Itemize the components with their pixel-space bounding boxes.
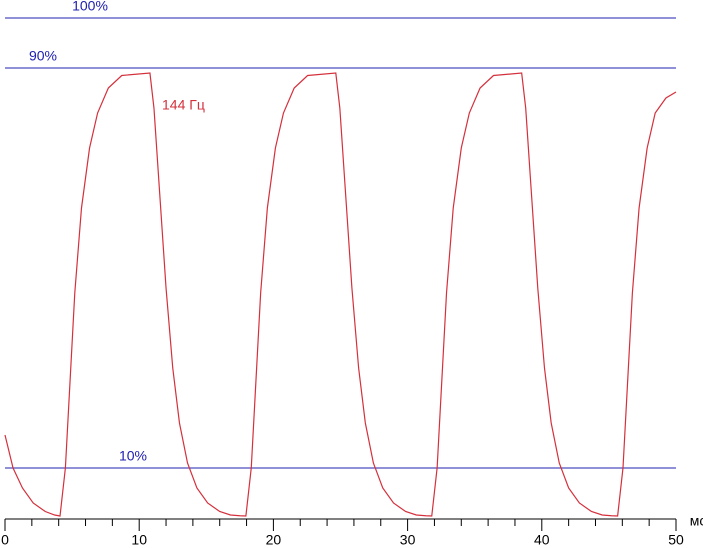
- x-tick-label: 0: [1, 532, 9, 548]
- series-label: 144 Гц: [162, 97, 205, 113]
- reference-label: 100%: [72, 0, 108, 14]
- series-line: [4, 72, 677, 517]
- reference-label: 90%: [29, 48, 57, 64]
- x-tick-label: 40: [534, 532, 550, 548]
- reference-label: 10%: [119, 448, 147, 464]
- x-axis-label: мс: [690, 513, 703, 529]
- x-tick-label: 50: [668, 532, 684, 548]
- x-tick-label: 30: [400, 532, 416, 548]
- x-tick-label: 10: [131, 532, 147, 548]
- x-tick-label: 20: [266, 532, 282, 548]
